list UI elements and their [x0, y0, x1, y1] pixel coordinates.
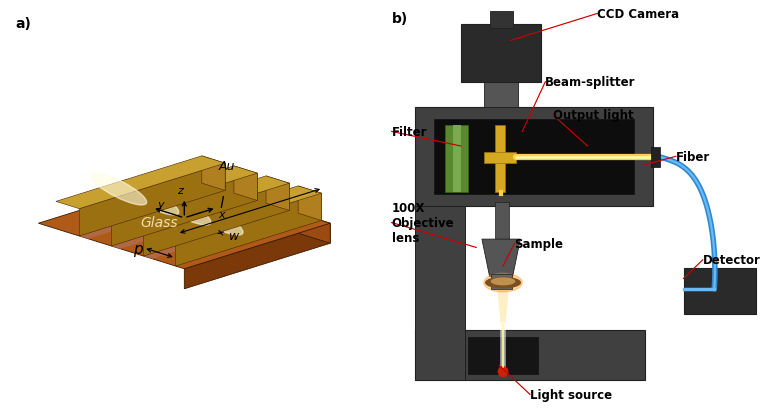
Polygon shape — [498, 289, 508, 330]
Polygon shape — [38, 178, 330, 269]
Bar — [490, 12, 513, 29]
Polygon shape — [79, 191, 234, 239]
Bar — [434, 120, 634, 194]
Bar — [484, 83, 518, 107]
Bar — [445, 126, 468, 192]
Polygon shape — [111, 174, 257, 247]
Bar — [468, 337, 538, 374]
Circle shape — [498, 367, 508, 377]
Ellipse shape — [123, 184, 179, 216]
Text: Glass: Glass — [141, 216, 178, 230]
Bar — [491, 275, 511, 289]
Ellipse shape — [492, 278, 515, 285]
Polygon shape — [111, 201, 266, 249]
Bar — [415, 112, 465, 380]
Polygon shape — [176, 194, 322, 266]
Polygon shape — [482, 240, 520, 277]
Text: $x$: $x$ — [218, 209, 227, 219]
Text: $w$: $w$ — [229, 230, 240, 242]
Text: b): b) — [392, 12, 408, 26]
Text: Au: Au — [218, 160, 235, 173]
Text: $p$: $p$ — [133, 242, 144, 258]
Text: Filter: Filter — [392, 126, 427, 139]
Polygon shape — [88, 166, 257, 219]
Ellipse shape — [485, 278, 520, 288]
Polygon shape — [184, 178, 330, 244]
Bar — [484, 153, 516, 163]
Polygon shape — [79, 164, 225, 236]
Polygon shape — [144, 184, 290, 256]
Text: Fiber: Fiber — [676, 150, 710, 164]
Polygon shape — [184, 224, 330, 289]
Bar — [684, 268, 756, 314]
Polygon shape — [266, 176, 290, 211]
Text: $z$: $z$ — [177, 185, 186, 195]
Bar — [453, 126, 461, 192]
Ellipse shape — [484, 273, 522, 292]
Polygon shape — [202, 157, 225, 191]
Polygon shape — [144, 211, 298, 259]
Polygon shape — [152, 186, 322, 239]
Bar — [650, 147, 660, 167]
Text: CCD Camera: CCD Camera — [598, 8, 679, 21]
Bar — [495, 126, 505, 192]
Text: $y$: $y$ — [157, 199, 166, 211]
Text: Light source: Light source — [530, 388, 612, 401]
Ellipse shape — [155, 194, 211, 225]
Bar — [415, 107, 653, 206]
Bar — [495, 202, 508, 240]
Polygon shape — [488, 289, 518, 322]
Polygon shape — [234, 166, 257, 201]
Ellipse shape — [91, 174, 147, 205]
Ellipse shape — [187, 204, 243, 235]
Text: $l$: $l$ — [220, 194, 226, 210]
Text: Output light: Output light — [553, 109, 634, 122]
Text: Detector: Detector — [703, 254, 760, 267]
Bar — [461, 25, 541, 83]
Polygon shape — [120, 176, 290, 229]
Polygon shape — [56, 157, 225, 209]
Text: Sample: Sample — [515, 237, 564, 250]
Polygon shape — [298, 186, 322, 221]
Text: Beam-splitter: Beam-splitter — [545, 76, 636, 89]
Bar — [415, 330, 645, 380]
Text: 100X
Objective
lens: 100X Objective lens — [392, 202, 455, 244]
Text: a): a) — [15, 17, 31, 31]
